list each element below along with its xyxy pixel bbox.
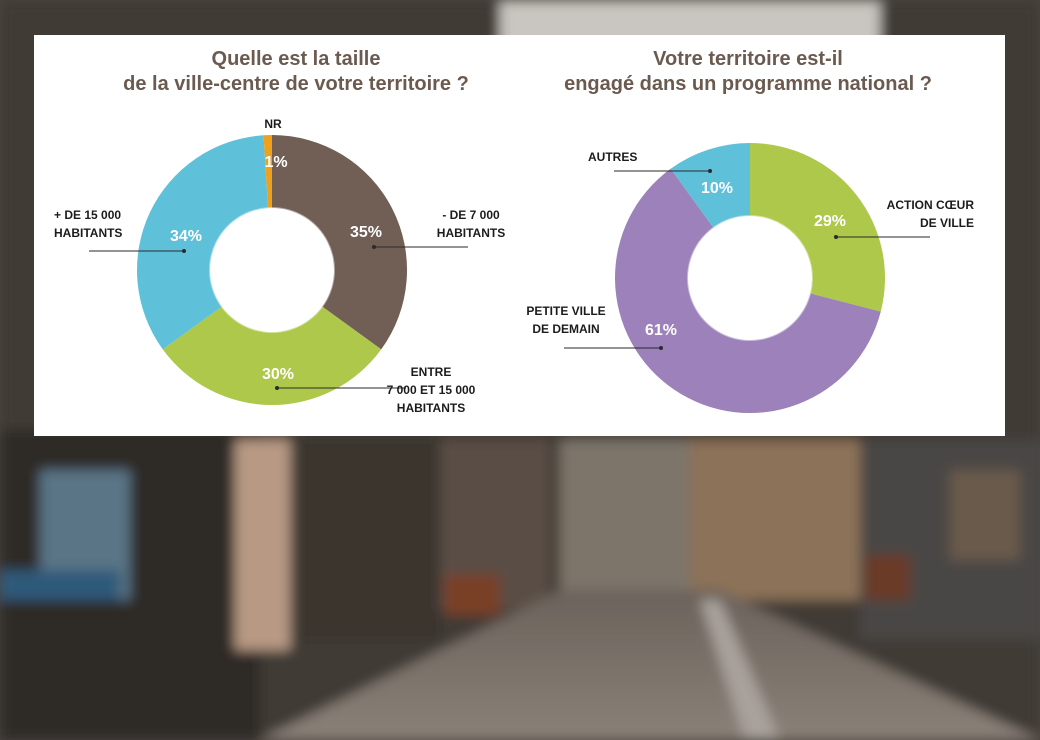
chart1-label-nr-line: NR [264,117,282,131]
chart1-title: Quelle est la taille de la ville-centre … [86,47,506,97]
chart2-slice-1 [750,143,885,312]
chart1-leader-dot-1 [372,245,376,249]
chart2-value-label-3: 10% [701,180,733,197]
chart2-label-petite-ville: PETITE VILLE DE DEMAIN [511,302,621,338]
chart1-label-less-7000: - DE 7 000 HABITANTS [416,206,526,242]
chart1-value-label-1: 35% [350,224,382,241]
chart2-leader-dot-2 [659,346,663,350]
chart2-slice-2 [614,168,881,414]
chart1-label-nr: NR [248,115,298,133]
infographic-panel: Quelle est la taille de la ville-centre … [34,35,1005,436]
chart2-title-line1: Votre territoire est-il [653,48,843,70]
chart2-value-label-1: 29% [814,213,846,230]
chart2-slice-3 [670,143,750,228]
chart2-label-petite-ville-line1: PETITE VILLE [526,304,606,318]
chart1-label-less-7000-line2: HABITANTS [436,226,506,240]
chart1-leader-dot-2 [275,386,279,390]
chart1-label-between-line1: ENTRE [410,365,452,379]
chart2-title-line2: engagé dans un programme national ? [564,73,932,95]
chart1-label-more-15000-line1: + DE 15 000 [54,208,122,222]
chart1-value-label-3: 34% [170,228,202,245]
chart1-slice-3-inner-band [209,207,269,308]
chart2-leader-dot-3 [708,169,712,173]
chart1-donut: 35% 30% 34% 1% 29% 61% 10% [89,135,930,414]
chart1-label-between-line3: HABITANTS [396,401,466,415]
chart2-value-label-2: 61% [645,322,677,339]
chart1-slice-2-inner-band [221,305,323,333]
chart1-title-line1: Quelle est la taille [211,48,381,70]
chart1-label-between-line2: 7 000 ET 15 000 [386,383,476,397]
chart1-title-line2: de la ville-centre de votre territoire ? [123,73,469,95]
chart2-leader-dot-1 [834,235,838,239]
chart1-slice-3 [136,135,269,350]
chart1-slice-4 [263,135,272,209]
chart1-label-between: ENTRE 7 000 ET 15 000 HABITANTS [364,363,498,417]
chart1-value-label-2: 30% [262,366,294,383]
chart2-label-autres: AUTRES [588,148,668,166]
chart1-slice-2 [162,306,382,406]
chart1-slice-1 [272,135,407,350]
chart1-value-label-4: 1% [264,154,287,171]
chart1-slice-1-inner-band [272,207,336,308]
chart2-donut-hole [699,227,801,329]
chart2-label-autres-line: AUTRES [588,150,638,164]
chart2-label-action-coeur: ACTION CŒUR DE VILLE [862,196,974,232]
chart1-donut-hole [221,219,323,321]
chart1-slice-4-inner-band [268,207,272,210]
chart2-slice-3-inner-band [712,215,750,229]
chart2-label-action-coeur-line1: ACTION CŒUR [886,198,974,212]
chart1-leader-dot-3 [182,249,186,253]
chart2-title: Votre territoire est-il engagé dans un p… [538,47,958,97]
chart2-label-petite-ville-line2: DE DEMAIN [532,322,600,336]
chart1-label-more-15000: + DE 15 000 HABITANTS [54,206,174,242]
chart1-label-less-7000-line1: - DE 7 000 [442,208,500,222]
chart1-label-more-15000-line2: HABITANTS [54,226,123,240]
chart2-label-action-coeur-line2: DE VILLE [919,216,974,230]
